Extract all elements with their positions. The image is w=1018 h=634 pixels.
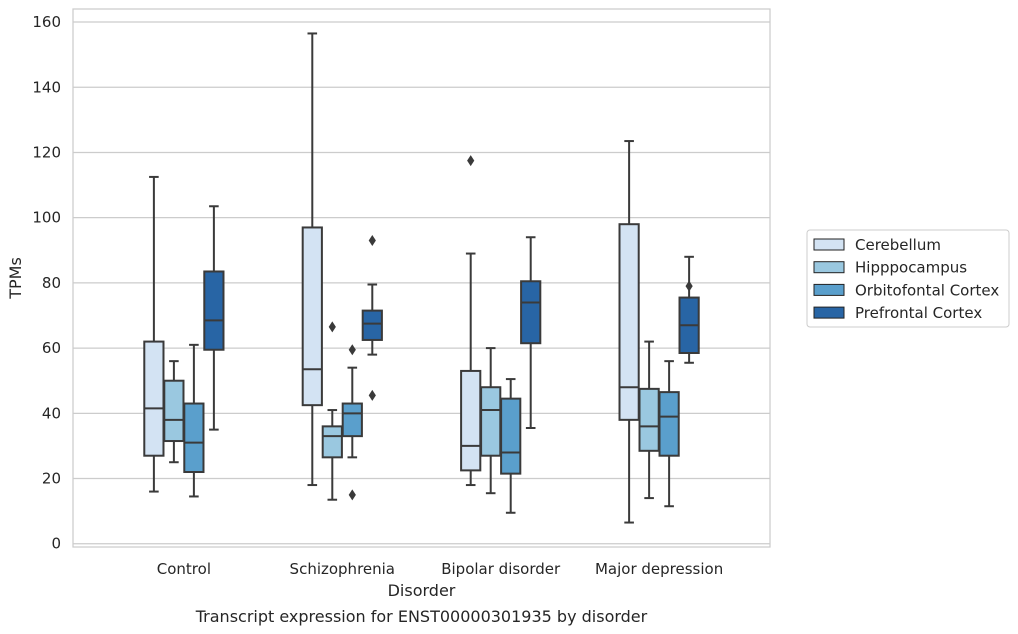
box-plot-marks xyxy=(143,32,700,524)
outlier-point xyxy=(368,389,376,401)
outlier-point xyxy=(348,489,356,501)
box-iqr xyxy=(301,226,323,407)
outlier-point xyxy=(348,344,356,356)
legend: Cerebellum Hipppocampus Orbitofontal Corte… xyxy=(806,229,1010,328)
box-1-3 xyxy=(638,340,660,500)
outlier-point xyxy=(685,280,693,292)
box-2-0 xyxy=(183,343,205,498)
legend-swatch xyxy=(813,261,845,274)
box-0-1 xyxy=(301,32,323,487)
legend-swatch xyxy=(813,238,845,251)
box-iqr xyxy=(658,391,680,457)
y-tick-label: 20 xyxy=(42,470,61,488)
box-3-2 xyxy=(520,236,542,429)
x-tick-label: Control xyxy=(157,560,211,578)
outlier-point xyxy=(328,321,336,333)
plot-frame xyxy=(72,8,771,548)
y-tick-label: 120 xyxy=(32,143,61,161)
chart-caption: Transcript expression for ENST0000030193… xyxy=(195,607,648,626)
box-iqr xyxy=(143,340,165,457)
legend-swatch xyxy=(813,283,845,296)
grid-lines xyxy=(73,21,770,545)
box-1-0 xyxy=(163,360,185,464)
box-iqr xyxy=(341,402,363,438)
box-iqr xyxy=(500,397,522,475)
box-iqr xyxy=(520,280,542,345)
y-tick-label: 60 xyxy=(42,339,61,357)
legend-label: Prefrontal Cortex xyxy=(855,304,982,322)
y-tick-label: 80 xyxy=(42,274,61,292)
box-3-1 xyxy=(361,235,383,401)
box-iqr xyxy=(460,369,482,472)
box-iqr xyxy=(618,223,640,421)
y-tick-label: 140 xyxy=(32,78,61,96)
box-1-1 xyxy=(321,321,343,501)
box-iqr xyxy=(361,309,383,341)
y-tick-label: 160 xyxy=(32,13,61,31)
x-tick-label: Schizophrenia xyxy=(290,560,395,578)
box-0-2 xyxy=(460,155,482,487)
box-2-2 xyxy=(500,378,522,514)
box-iqr xyxy=(480,386,502,457)
box-2-1 xyxy=(341,344,363,501)
y-tick-label: 100 xyxy=(32,209,61,227)
outlier-point xyxy=(467,155,475,167)
y-tick-labels: 0 20 40 60 80 100 120 140 160 xyxy=(32,13,61,553)
legend-frame xyxy=(806,229,1010,328)
y-axis-title: TPMs xyxy=(6,257,25,300)
box-3-3 xyxy=(678,255,700,364)
x-axis-title: Disorder xyxy=(388,581,456,600)
box-iqr xyxy=(321,425,343,459)
legend-label: Cerebellum xyxy=(855,236,941,254)
box-0-3 xyxy=(618,140,640,524)
legend-label: Orbitofontal Cortex xyxy=(855,281,999,299)
box-0-0 xyxy=(143,175,165,493)
box-iqr xyxy=(163,379,185,443)
y-tick-label: 40 xyxy=(42,404,61,422)
y-tick-label: 0 xyxy=(51,535,61,553)
x-tick-label: Major depression xyxy=(595,560,723,578)
legend-label: Hipppocampus xyxy=(855,259,967,277)
box-3-0 xyxy=(203,205,225,431)
box-iqr xyxy=(183,402,205,474)
box-1-2 xyxy=(480,347,502,495)
box-iqr xyxy=(203,270,225,351)
x-tick-labels: Control Schizophrenia Bipolar disorder Majo… xyxy=(157,560,723,578)
box-iqr xyxy=(638,387,660,452)
box-2-3 xyxy=(658,360,680,508)
x-tick-label: Bipolar disorder xyxy=(441,560,561,578)
legend-items: Cerebellum Hipppocampus Orbitofontal Corte… xyxy=(813,236,999,322)
legend-swatch xyxy=(813,306,845,319)
outlier-point xyxy=(368,235,376,247)
